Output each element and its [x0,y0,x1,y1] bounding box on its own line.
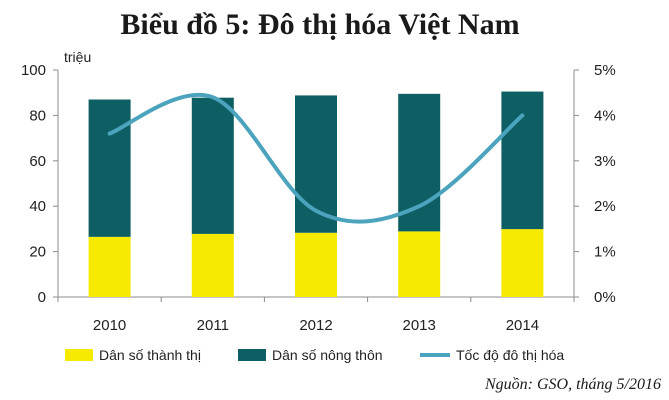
y2-tick-label: 5% [594,62,616,79]
legend-swatch [65,349,93,361]
y2-tick-label: 3% [594,153,616,170]
y-tick-label: 20 [29,244,46,261]
bar-urban [191,233,234,297]
legend-label: Dân số nông thôn [272,347,383,363]
y2-tick-label: 4% [594,107,616,124]
bar-urban [295,232,337,297]
x-tick-labels: 2010 2011 2012 2013 2014 [93,317,539,334]
y-tick-label: 0 [38,289,46,306]
x-tick-label: 2011 [197,317,229,334]
bar-rural [88,99,131,237]
legend-label: Tốc độ đô thị hóa [456,347,564,363]
chart-legend: Dân số thành thị Dân số nông thôn Tốc độ đ… [65,347,564,363]
bar-group [88,91,544,297]
x-tick-label: 2010 [93,317,126,334]
legend-swatch [238,349,266,361]
y-tick-label: 100 [21,62,46,79]
legend-label: Dân số thành thị [99,347,201,363]
y-unit-label: triệu [64,49,91,65]
y-tick-label: 40 [29,198,46,215]
source-note: Nguồn: GSO, tháng 5/2016 [485,376,661,393]
bar-rural [501,91,544,230]
x-tick-label: 2012 [299,317,332,334]
y-tick-label: 60 [29,153,46,170]
bar-rural [191,97,234,234]
bar-urban [501,229,544,297]
x-tick-label: 2014 [506,317,539,334]
y2-tick-label: 0% [594,289,616,306]
rate-line-group [107,93,525,224]
chart-title: Biểu đồ 5: Đô thị hóa Việt Nam [120,8,520,41]
x-tick-label: 2013 [403,317,436,334]
bar-urban [88,236,131,297]
bar-urban [398,231,441,297]
rate-line [107,93,525,224]
bar-rural [398,93,441,232]
y-tick-label: 80 [29,107,46,124]
y2-tick-label: 2% [594,198,616,215]
y2-tick-label: 1% [594,244,616,261]
